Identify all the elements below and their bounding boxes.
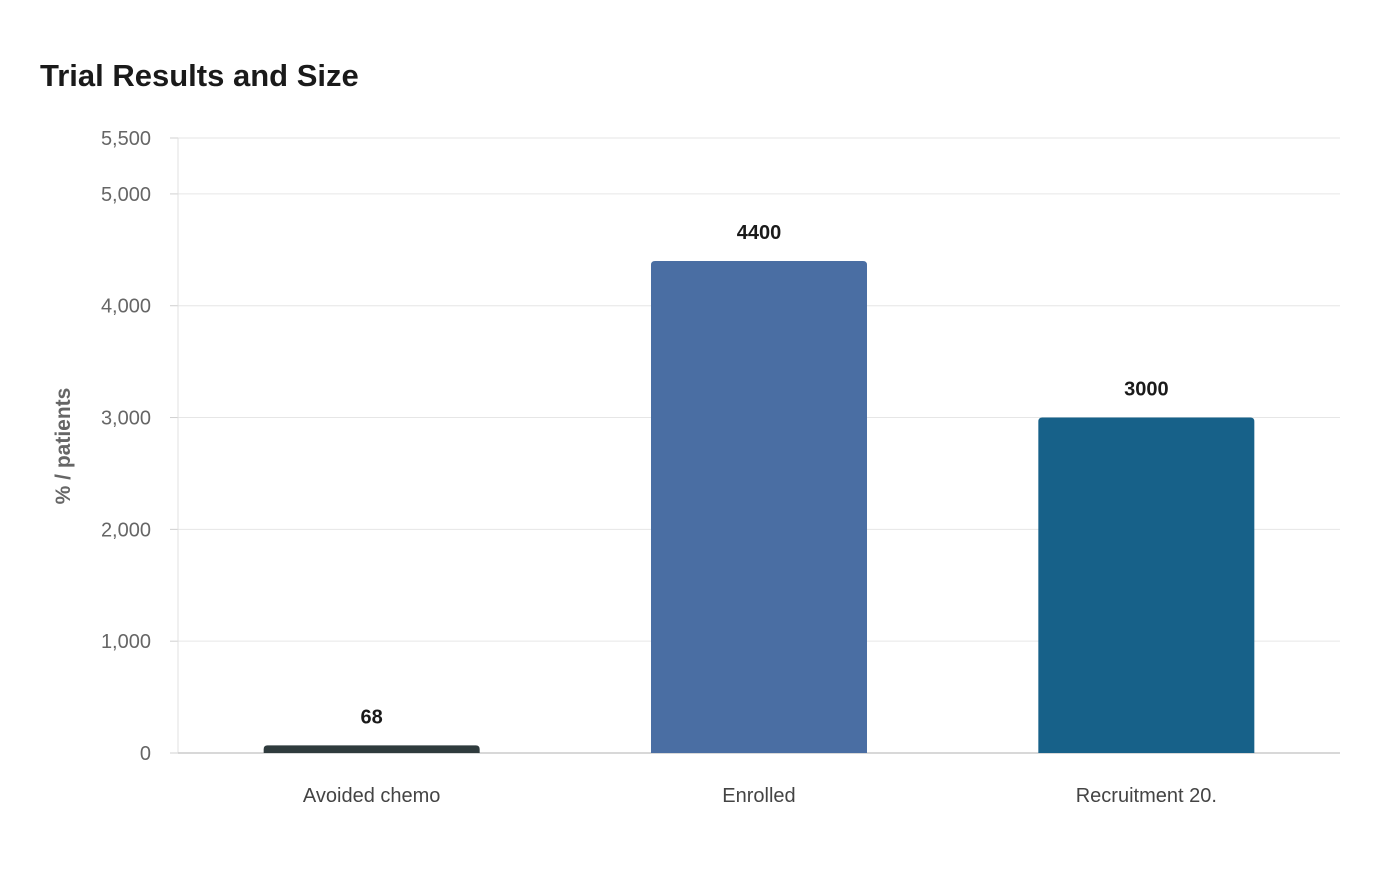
y-tick-label: 3,000 xyxy=(101,408,151,430)
y-tick-label: 0 xyxy=(140,743,151,765)
bar-value-label: 3000 xyxy=(1124,379,1169,401)
bar xyxy=(651,261,867,753)
y-axis-title: % / patients xyxy=(52,388,75,505)
x-category-label: Enrolled xyxy=(722,785,795,807)
y-axis-ticks: 0 1,000 2,000 3,000 4,000 5,000 5,500 xyxy=(101,128,178,765)
bars xyxy=(263,261,1255,753)
bar-value-label: 68 xyxy=(361,706,383,728)
y-tick-label: 5,000 xyxy=(101,184,151,206)
y-tick-label: 4,000 xyxy=(101,296,151,318)
chart-title: Trial Results and Size xyxy=(40,58,359,93)
bar-value-label: 4400 xyxy=(737,222,782,244)
bar xyxy=(263,745,480,753)
x-axis-categories: Avoided chemo Enrolled Recruitment 20. xyxy=(303,785,1217,807)
x-category-label: Recruitment 20. xyxy=(1076,785,1217,807)
y-tick-label: 2,000 xyxy=(101,519,151,541)
y-tick-label: 1,000 xyxy=(101,631,151,653)
x-category-label: Avoided chemo xyxy=(303,785,441,807)
y-tick-label: 5,500 xyxy=(101,128,151,150)
bar xyxy=(1038,417,1255,753)
value-labels: 68 4400 3000 xyxy=(361,222,1169,728)
